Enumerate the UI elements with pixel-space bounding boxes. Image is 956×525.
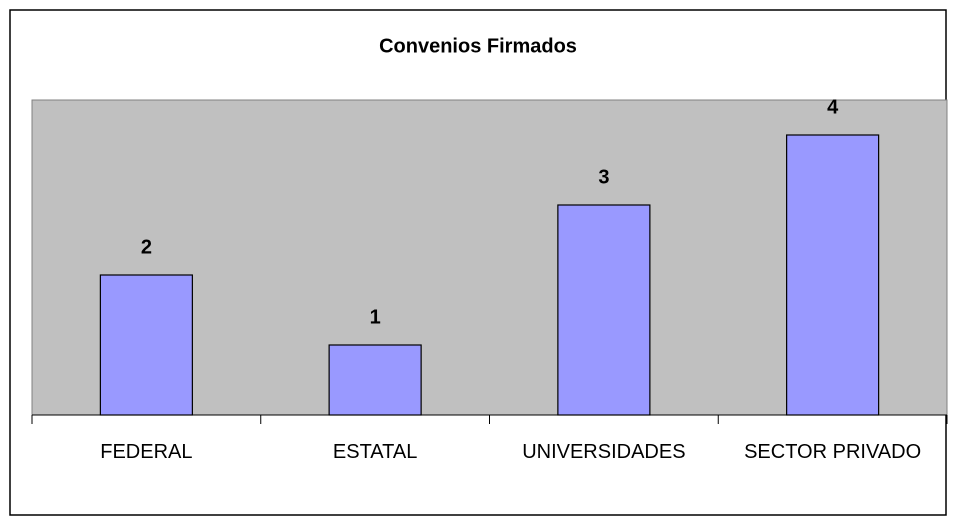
data-label: 3 [598,166,609,188]
bar [557,204,651,416]
x-tick-label: ESTATAL [332,441,418,463]
x-tick-label: FEDERAL [100,441,193,463]
bar [99,274,193,416]
x-tick-label: SECTOR PRIVADO [744,441,922,463]
bar [786,134,880,416]
data-label: 1 [370,306,381,328]
data-label: 2 [141,236,152,258]
chart-title: Convenios Firmados [379,35,577,57]
data-label: 4 [827,96,839,118]
bar [328,344,422,416]
x-tick-label: UNIVERSIDADES [522,441,686,463]
